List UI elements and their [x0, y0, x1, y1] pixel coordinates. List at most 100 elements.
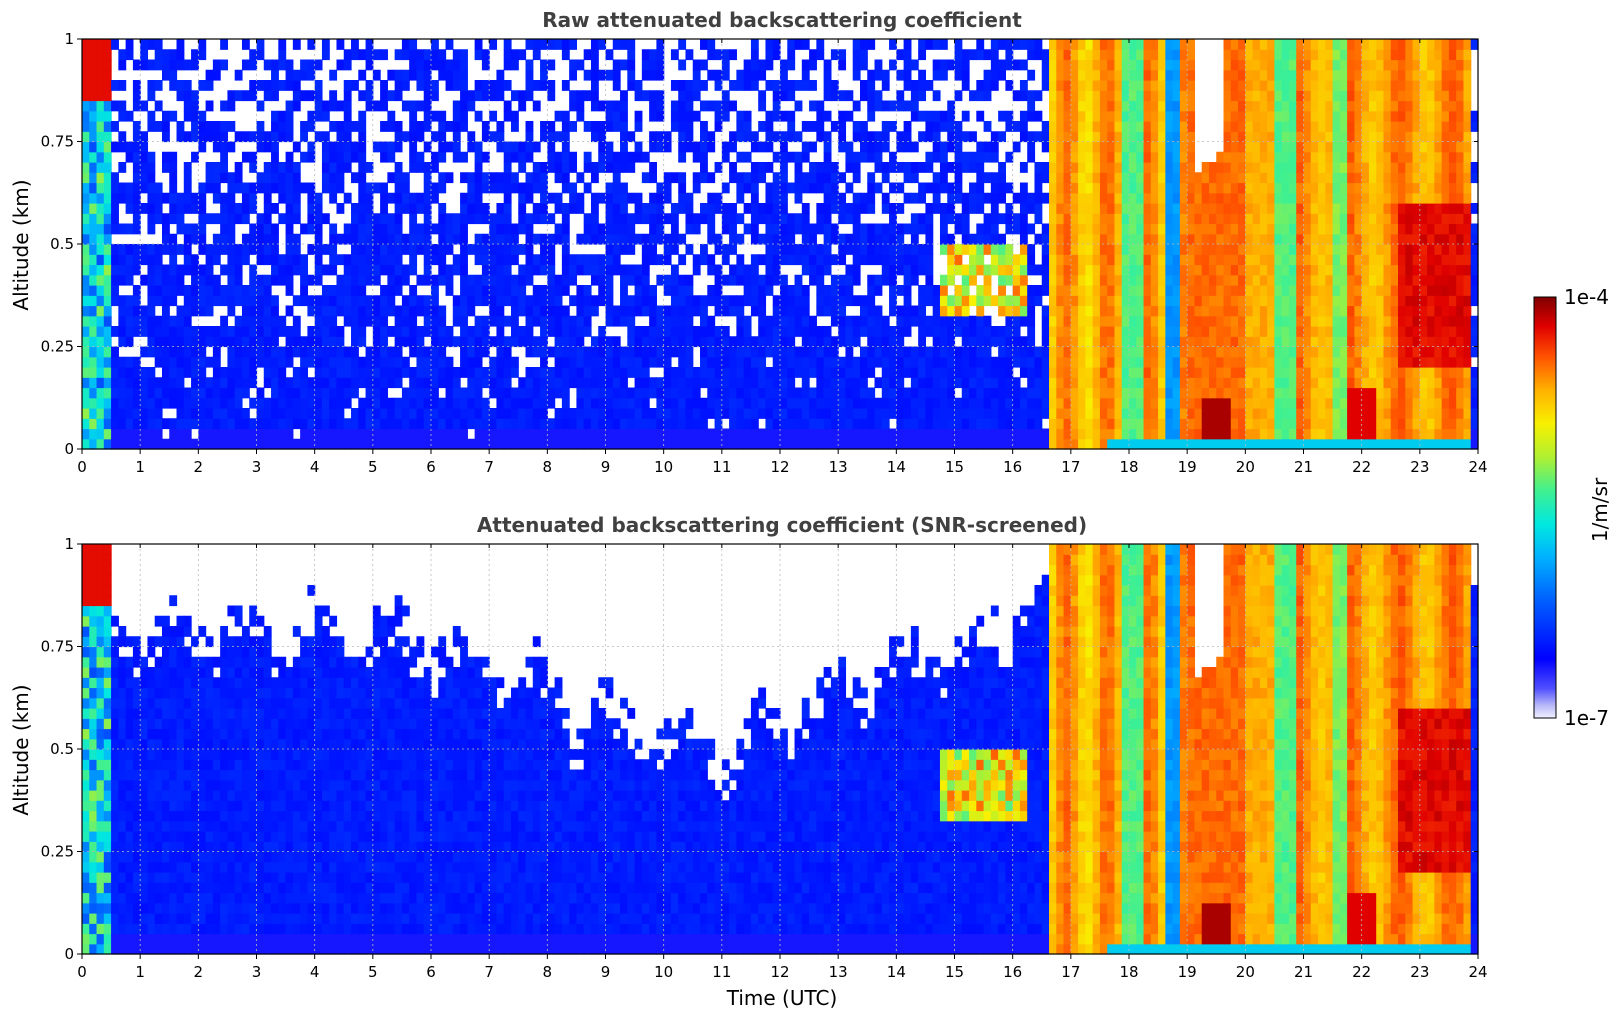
heatmap-cell: [307, 428, 316, 440]
heatmap-cell: [329, 428, 338, 440]
heatmap-cell: [445, 264, 454, 276]
heatmap-cell: [925, 387, 934, 399]
heatmap-cell: [605, 408, 614, 419]
heatmap-cell: [438, 131, 447, 143]
heatmap-cell: [976, 295, 985, 307]
heatmap-cell: [285, 387, 294, 399]
heatmap-cell: [612, 408, 621, 419]
heatmap-cell: [990, 295, 999, 307]
heatmap-cell: [409, 151, 418, 163]
heatmap-cell: [1194, 438, 1203, 450]
heatmap-cell: [205, 274, 214, 286]
heatmap-cell: [1056, 438, 1065, 450]
heatmap-cell: [1078, 49, 1086, 61]
heatmap-cell: [1107, 80, 1116, 91]
heatmap-cell: [1136, 233, 1145, 245]
heatmap-cell: [816, 438, 825, 450]
heatmap-cell: [983, 121, 992, 132]
heatmap-cell: [729, 408, 737, 419]
heatmap-cell: [896, 305, 905, 317]
heatmap-cell: [823, 90, 832, 102]
heatmap-cell: [438, 172, 447, 184]
heatmap-cell: [205, 387, 214, 399]
heatmap-cell: [234, 254, 243, 266]
heatmap-cell: [118, 326, 127, 337]
heatmap-cell: [401, 131, 410, 143]
heatmap-cell: [285, 182, 294, 194]
heatmap-cell: [990, 203, 999, 214]
heatmap-cell: [627, 274, 636, 286]
heatmap-cell: [227, 141, 236, 153]
heatmap-cell: [1136, 326, 1145, 337]
heatmap-cell: [154, 59, 163, 71]
heatmap-cell: [1078, 233, 1086, 245]
heatmap-cell: [1092, 172, 1101, 184]
heatmap-cell: [649, 295, 657, 307]
heatmap-cell: [205, 428, 214, 440]
heatmap-cell: [234, 213, 243, 225]
heatmap-cell: [510, 438, 519, 450]
heatmap-cell: [154, 387, 163, 399]
heatmap-cell: [1216, 418, 1225, 430]
heatmap-cell: [1019, 315, 1028, 327]
heatmap-cell: [111, 367, 119, 378]
heatmap-cell: [1099, 397, 1108, 409]
heatmap-cell: [838, 213, 847, 225]
heatmap-cell: [474, 397, 483, 409]
heatmap-cell: [1172, 438, 1181, 450]
heatmap-cell: [932, 182, 941, 194]
heatmap-cell: [140, 131, 149, 143]
heatmap-cell: [256, 305, 265, 317]
heatmap-cell: [467, 408, 476, 419]
heatmap-cell: [103, 69, 112, 81]
heatmap-cell: [154, 336, 163, 348]
heatmap-cell: [372, 295, 381, 307]
heatmap-cell: [1230, 182, 1239, 194]
heatmap-cell: [111, 172, 119, 184]
heatmap-cell: [670, 213, 679, 225]
heatmap-cell: [96, 254, 105, 266]
heatmap-cell: [1099, 326, 1108, 337]
heatmap-cell: [859, 233, 868, 245]
heatmap-cell: [969, 233, 977, 245]
heatmap-cell: [343, 367, 352, 378]
heatmap-cell: [496, 356, 505, 368]
heatmap-cell: [169, 110, 178, 122]
heatmap-cell: [1129, 244, 1137, 255]
heatmap-cell: [263, 285, 272, 296]
heatmap-cell: [998, 110, 1006, 122]
heatmap-cell: [1194, 367, 1203, 378]
heatmap-cell: [561, 121, 570, 132]
heatmap-cell: [852, 408, 861, 419]
heatmap-cell: [1005, 438, 1014, 450]
heatmap-cell: [554, 326, 563, 337]
heatmap-cell: [96, 49, 105, 61]
heatmap-cell: [990, 244, 999, 255]
heatmap-cell: [1223, 100, 1232, 112]
heatmap-cell: [147, 223, 156, 235]
heatmap-cell: [1150, 315, 1159, 327]
heatmap-cell: [692, 80, 701, 91]
heatmap-cell: [118, 295, 127, 307]
heatmap-cell: [82, 59, 90, 71]
heatmap-cell: [758, 326, 767, 337]
heatmap-cell: [569, 408, 578, 419]
heatmap-cell: [1070, 80, 1079, 91]
heatmap-cell: [932, 428, 941, 440]
heatmap-cell: [416, 49, 425, 61]
heatmap-cell: [620, 213, 628, 225]
heatmap-cell: [249, 151, 258, 163]
heatmap-cell: [1056, 377, 1065, 389]
heatmap-cell: [1223, 39, 1232, 50]
heatmap-cell: [1143, 39, 1152, 50]
heatmap-cell: [103, 346, 112, 358]
heatmap-cell: [896, 367, 905, 378]
heatmap-cell: [1179, 110, 1188, 122]
heatmap-cell: [605, 151, 614, 163]
heatmap-cell: [750, 387, 759, 399]
heatmap-cell: [867, 315, 876, 327]
heatmap-cell: [932, 346, 941, 358]
heatmap-cell: [460, 213, 468, 225]
heatmap-cell: [736, 315, 745, 327]
heatmap-cell: [1216, 315, 1225, 327]
